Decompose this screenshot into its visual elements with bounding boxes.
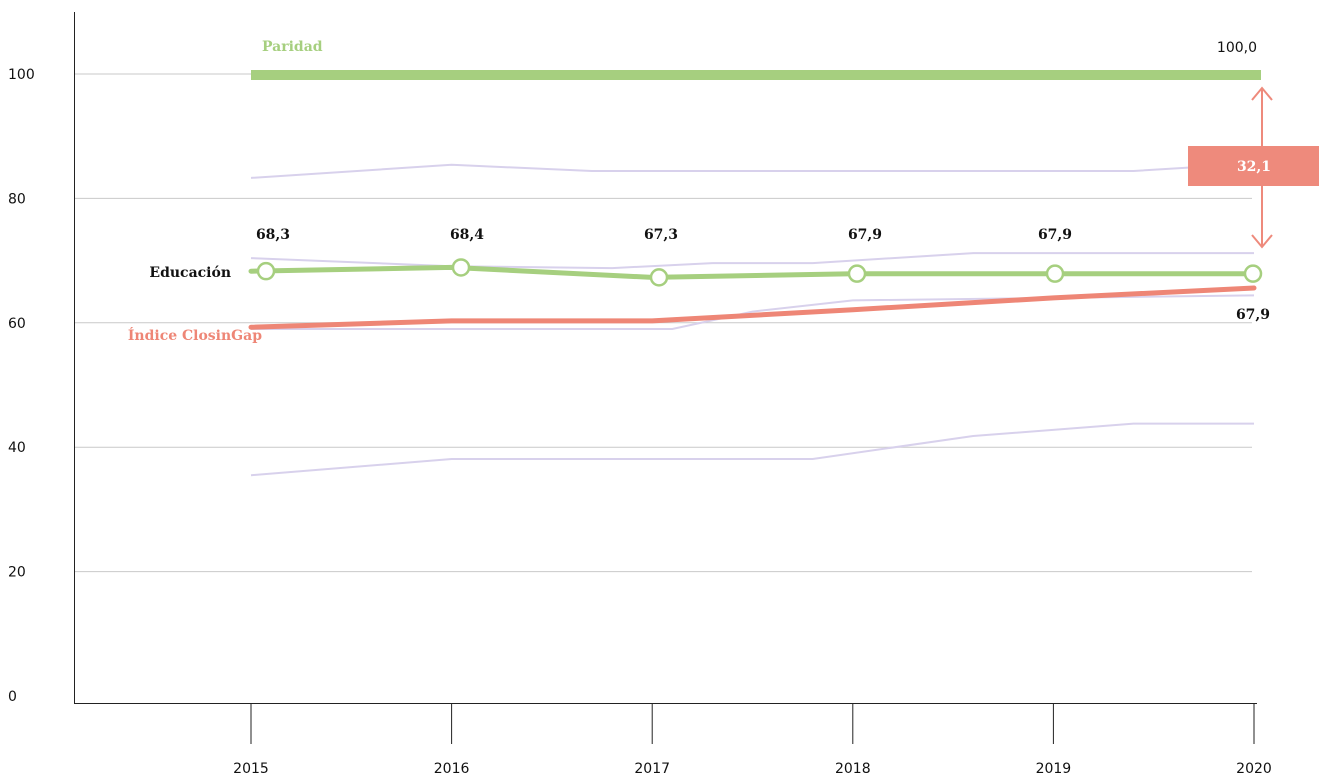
education-marker <box>1243 264 1263 283</box>
y-tick-label: 100 <box>8 67 35 83</box>
series-labels: Paridad Educación Índice ClosinGap <box>128 39 323 344</box>
index-series-line <box>248 285 1257 330</box>
x-tick-label: 2015 <box>233 761 269 776</box>
education-data-label: 67,9 <box>1038 227 1072 243</box>
education-marker <box>649 268 669 287</box>
background-series-line <box>251 294 1255 330</box>
education-data-label: 67,3 <box>644 227 678 243</box>
x-tick-label: 2016 <box>434 761 470 776</box>
education-marker <box>1045 264 1065 283</box>
education-marker <box>451 258 471 277</box>
x-tick-label: 2017 <box>634 761 670 776</box>
background-series-line <box>250 422 1254 477</box>
index-series <box>248 285 1257 330</box>
x-tick-label: 2018 <box>835 761 871 776</box>
y-tick-label: 20 <box>8 565 26 581</box>
y-tick-label: 80 <box>8 191 26 207</box>
education-series-label: Educación <box>149 265 231 281</box>
y-tick-label: 0 <box>8 689 17 705</box>
background-series <box>250 162 1255 477</box>
axes <box>74 12 1257 704</box>
parity-value-label: 100,0 <box>1217 40 1257 56</box>
education-series: 68,3 68,4 67,3 67,9 67,9 67,9 <box>248 227 1270 323</box>
gap-value-box <box>1188 146 1319 186</box>
gap-value-label: 32,1 <box>1237 159 1271 175</box>
education-data-label: 68,4 <box>450 227 484 243</box>
x-tick-label: 2020 <box>1236 761 1272 776</box>
education-end-label: 67,9 <box>1236 307 1270 323</box>
education-series-line <box>248 264 1257 280</box>
parity-series-label: Paridad <box>262 39 323 55</box>
education-marker <box>847 264 867 283</box>
x-axis-ticks: 2015 2016 2017 2018 2019 2020 <box>233 704 1272 776</box>
gap-arrow-head-down <box>1251 234 1273 249</box>
x-tick-label: 2019 <box>1036 761 1072 776</box>
y-tick-label: 60 <box>8 316 26 332</box>
y-tick-label: 40 <box>8 440 26 456</box>
education-data-label: 68,3 <box>256 227 290 243</box>
gap-annotation: 32,1 <box>1188 86 1319 249</box>
education-data-label: 67,9 <box>848 227 882 243</box>
background-series-line <box>250 162 1255 179</box>
parity-series: 100,0 <box>251 40 1261 80</box>
grid-lines <box>75 73 1252 573</box>
gap-arrow-head-up <box>1251 86 1273 101</box>
index-series-label: Índice ClosinGap <box>128 326 262 344</box>
education-marker <box>256 261 276 281</box>
y-axis-ticks: 0 20 40 60 80 100 <box>8 67 35 705</box>
